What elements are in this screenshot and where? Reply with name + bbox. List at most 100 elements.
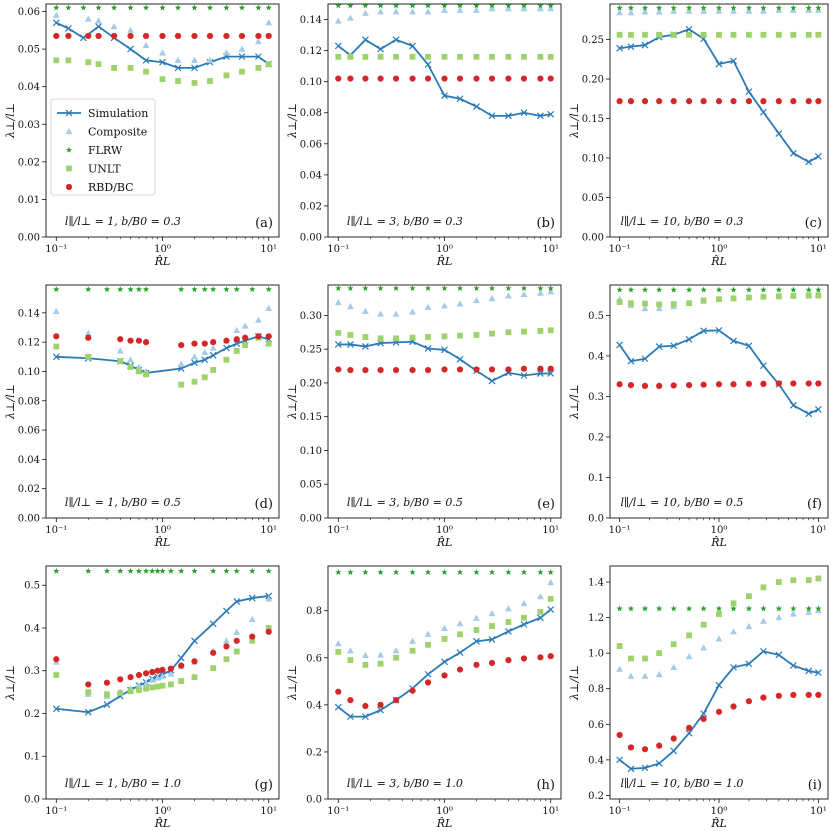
simulation-point [191,359,198,367]
simulation-point [627,765,635,773]
simulation-point [814,153,822,160]
composite-point [505,5,512,12]
flrw-point [409,285,416,292]
unlt-point [700,31,707,38]
rbd-bc-point [685,98,693,105]
simulation-point [685,25,693,33]
series-composite [334,578,555,659]
x-tick-label: 10⁰ [436,806,453,817]
flrw-point [53,567,60,574]
flrw-point [760,605,767,612]
y-tick-label: 0.00 [300,514,322,525]
rbd-bc-point [233,336,240,343]
unlt-point [521,53,527,60]
simulation-point [715,326,723,334]
y-axis-label: λ⊥/l⊥ [568,103,581,139]
unlt-point [790,31,797,38]
y-tick-label: 0.5 [588,311,604,322]
rbd-bc-point [335,688,342,695]
rbd-bc-point [805,691,812,699]
composite-point [745,7,753,14]
flrw-point [392,285,400,292]
rbd-bc-point [127,337,134,344]
unlt-point [127,64,134,71]
flrw-point [377,285,384,292]
simulation-point [547,606,555,613]
rbd-bc-point [191,340,198,347]
simulation-point [191,64,198,72]
y-tick-label: 0.10 [300,446,322,457]
composite-point [456,6,464,13]
series-simulation [334,338,555,385]
simulation-point [52,353,60,361]
rbd-bc-point [392,75,400,82]
flrw-point [805,4,812,11]
rbd-bc-point [255,32,262,40]
rbd-bc-point [745,98,753,105]
flrw-point [53,4,60,11]
rbd-bc-point [53,32,60,40]
simulation-point [238,53,246,61]
x-axis-label: R̂L [436,255,453,268]
y-tick-label: 0.4 [588,351,604,362]
unlt-point [746,294,752,301]
flrw-point [135,567,143,574]
flrw-point [117,286,124,293]
flrw-point [85,567,92,574]
unlt-point [547,327,554,334]
series-composite [52,11,273,63]
flrw-point [656,605,663,612]
x-tick-label: 10⁰ [436,244,453,255]
y-tick-label: 0.8 [306,606,322,617]
simulation-point [361,36,369,44]
composite-point [110,22,118,30]
simulation-point [616,756,624,764]
composite-point [206,56,214,63]
panel-annotation: l∥/l⊥ = 1, b/B0 = 0.5 [65,496,181,509]
legend-item-rbd-bc: RBD/BC [65,181,134,194]
axes-frame [45,565,280,800]
rbd-bc-point [790,380,797,387]
unlt-point [628,300,634,307]
y-tick-label: 0.10 [582,154,604,165]
axes-frame [327,284,562,519]
panel-annotation: l∥/l⊥ = 10, b/B0 = 0.5 [620,496,743,509]
simulation-point [715,681,723,689]
flrw-point [191,567,198,574]
rbd-bc-point [178,662,185,669]
composite-point [255,316,262,323]
simulation-point [805,667,813,675]
unlt-point [473,332,480,338]
composite-point [209,344,217,351]
unlt-point [85,689,92,696]
flrw-point [223,286,230,293]
panel-d: 0.00 0.02 0.04 0.06 0.08 0.10 0.12 0.14 10⁻¹ 10⁰ 1… [4,284,280,549]
simulation-point [655,760,663,767]
legend-item-unlt: UNLT [66,163,121,176]
flrw-point [377,2,384,9]
series-unlt [616,575,822,662]
unlt-point [505,619,512,625]
unlt-point [85,59,92,66]
unlt-point [127,364,134,370]
x-tick-label: 10¹ [542,806,559,817]
x-axis-label: R̂L [154,255,171,268]
unlt-point [746,593,752,600]
unlt-point [775,31,782,38]
simulation-point [760,647,767,655]
rbd-bc-point [641,746,649,753]
x-tick-label: 10⁻¹ [45,806,67,817]
panel-annotation: l∥/l⊥ = 10, b/B0 = 0.3 [620,215,743,228]
unlt-point [790,293,797,299]
y-axis-label: λ⊥/l⊥ [286,665,299,701]
flrw-point [760,4,767,11]
composite-point [223,637,230,644]
rbd-bc-point [547,653,554,660]
simulation-point [814,405,822,413]
composite-point [159,49,166,56]
composite-point [805,608,813,615]
rbd-bc-point [223,337,230,344]
rbd-bc-point [730,381,737,388]
unlt-point [547,596,554,602]
simulation-point [641,41,649,49]
